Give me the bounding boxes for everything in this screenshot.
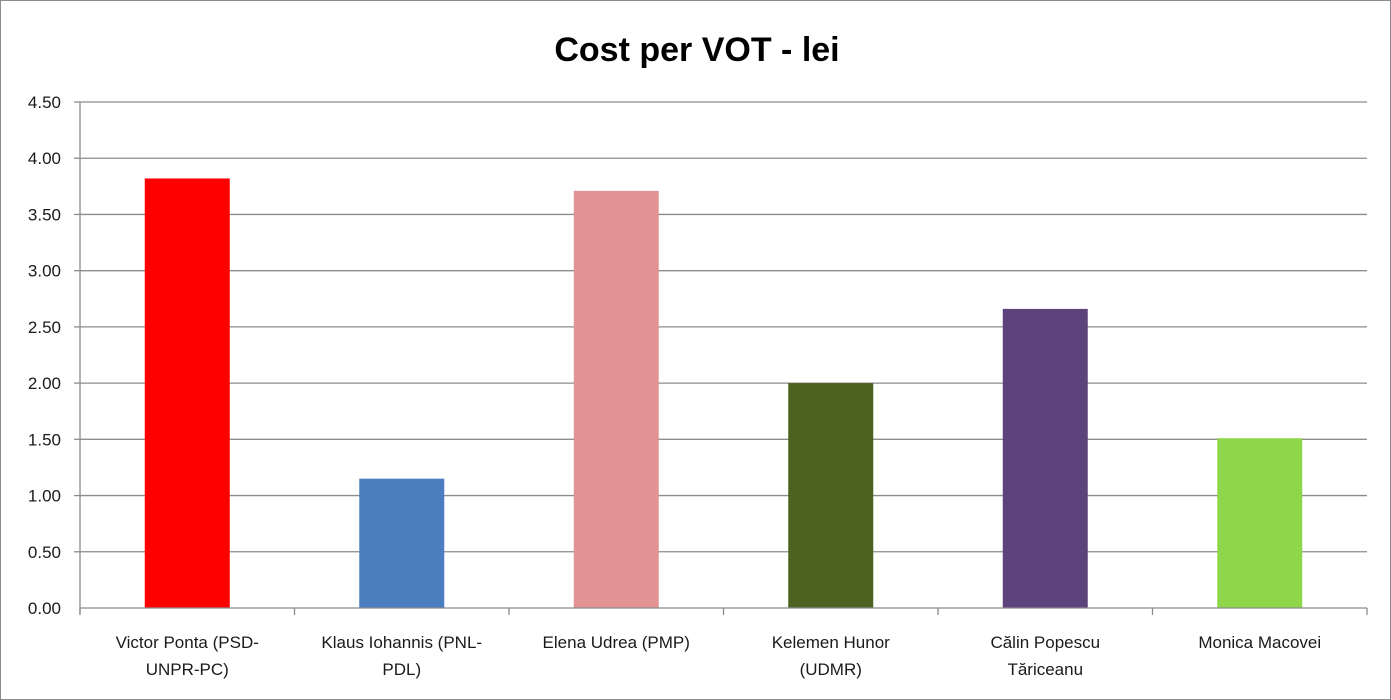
bar bbox=[788, 383, 874, 608]
y-tick-label: 4.00 bbox=[28, 149, 61, 168]
category-label-line: Monica Macovei bbox=[1198, 633, 1321, 652]
x-axis-category-labels: Victor Ponta (PSD- UNPR-PC) Klaus Iohannis… bbox=[116, 633, 1322, 679]
y-tick-label: 4.50 bbox=[28, 93, 61, 112]
category-label-line: (UDMR) bbox=[800, 660, 862, 679]
category-label-line: Kelemen Hunor bbox=[772, 633, 890, 652]
gridlines bbox=[80, 101, 1367, 553]
category-label-line: Victor Ponta (PSD- bbox=[116, 633, 259, 652]
bars bbox=[144, 178, 1303, 608]
x-axis bbox=[74, 101, 1368, 615]
y-tick-label: 0.50 bbox=[28, 543, 61, 562]
bar bbox=[1217, 438, 1303, 608]
y-tick-label: 1.50 bbox=[28, 430, 61, 449]
y-tick-label: 2.50 bbox=[28, 318, 61, 337]
y-tick-label: 1.00 bbox=[28, 487, 61, 506]
category-label: Elena Udrea (PMP) bbox=[543, 633, 690, 652]
y-tick-label: 3.50 bbox=[28, 205, 61, 224]
bar bbox=[573, 190, 659, 608]
category-label: Monica Macovei bbox=[1198, 633, 1321, 652]
category-label-line: Elena Udrea (PMP) bbox=[543, 633, 690, 652]
bar bbox=[144, 178, 230, 608]
y-tick-label: 0.00 bbox=[28, 599, 61, 618]
y-axis-tick-labels: 0.00 0.50 1.00 1.50 2.00 2.50 3.00 3.50 4.00 4.50 bbox=[28, 93, 61, 618]
y-tick-label: 2.00 bbox=[28, 374, 61, 393]
category-label-line: Tăriceanu bbox=[1007, 660, 1083, 679]
bar bbox=[359, 478, 445, 608]
category-label-line: Klaus Iohannis (PNL- bbox=[321, 633, 482, 652]
category-label-line: UNPR-PC) bbox=[146, 660, 229, 679]
category-label-line: Călin Popescu bbox=[990, 633, 1100, 652]
bar bbox=[1002, 308, 1088, 608]
category-label: Kelemen Hunor (UDMR) bbox=[772, 633, 890, 679]
category-label: Călin Popescu Tăriceanu bbox=[990, 633, 1100, 679]
category-label: Klaus Iohannis (PNL- PDL) bbox=[321, 633, 482, 679]
category-label: Victor Ponta (PSD- UNPR-PC) bbox=[116, 633, 259, 679]
chart-title: Cost per VOT - lei bbox=[554, 31, 839, 69]
y-tick-label: 3.00 bbox=[28, 262, 61, 281]
category-label-line: PDL) bbox=[382, 660, 421, 679]
